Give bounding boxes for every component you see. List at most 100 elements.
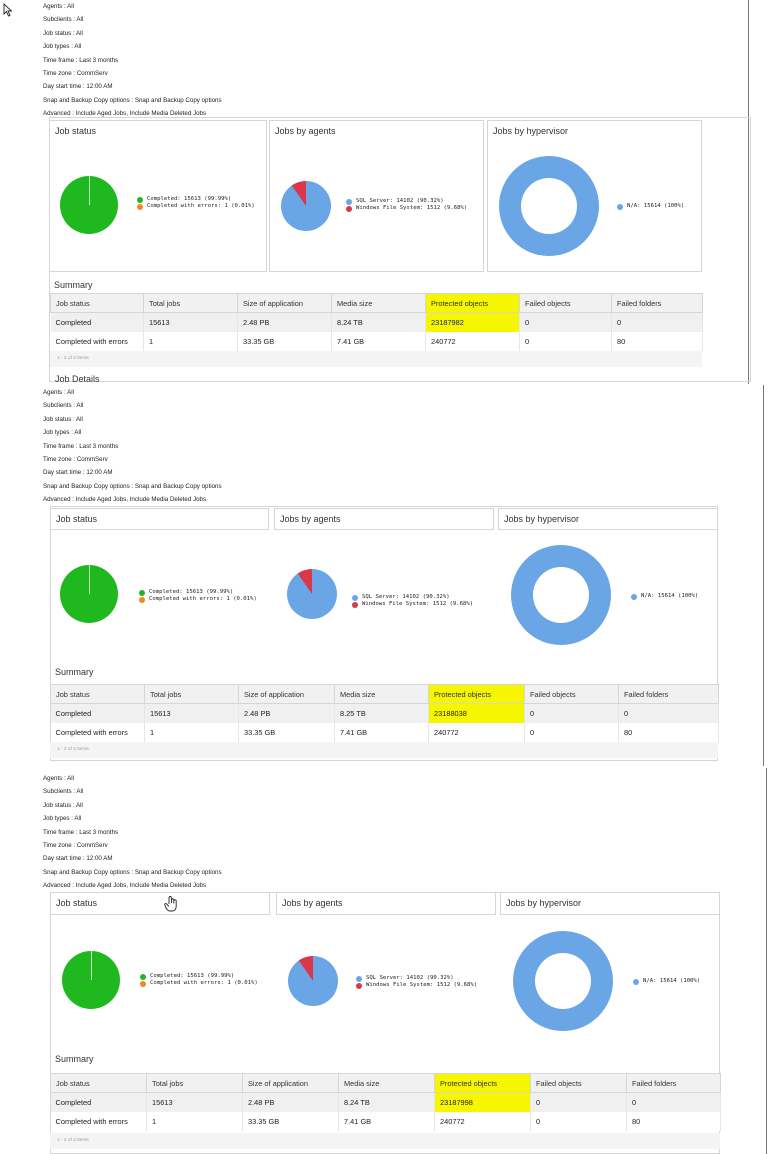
parameter-value: Snap and Backup Copy options: [134, 96, 222, 104]
column-header[interactable]: Media size: [334, 684, 429, 704]
legend-entry[interactable]: Completed: 15613 (99.99%): [139, 589, 257, 596]
legend-entry[interactable]: SQL Server: 14102 (90.32%): [356, 975, 477, 982]
panel-right-border: [763, 385, 764, 766]
table-row[interactable]: Completed with errors 1 33.35 GB 7.41 GB 240…: [50, 1111, 721, 1131]
table-cell: 0: [524, 703, 619, 723]
legend-color-dot: [352, 601, 358, 608]
report-parameters: Agents : All Subclients : All Job status :…: [43, 386, 222, 507]
legend-entry[interactable]: N/A: 15614 (100%): [631, 593, 698, 600]
column-header[interactable]: Failed objects: [530, 1073, 627, 1093]
column-header[interactable]: Failed folders: [611, 293, 703, 313]
parameter-label: Time zone: [43, 842, 72, 850]
column-header[interactable]: Total jobs: [143, 293, 238, 313]
job-status-legend: Completed: 15613 (99.99%) Completed with …: [139, 589, 257, 603]
parameter-line: Advanced : Include Aged Jobs, Include Me…: [43, 107, 222, 120]
table-row[interactable]: Completed with errors 1 33.35 GB 7.41 GB 240…: [50, 331, 703, 351]
parameter-value: Snap and Backup Copy options: [134, 482, 222, 490]
column-header[interactable]: Size of application: [238, 684, 335, 704]
parameter-label: Time frame: [43, 56, 75, 64]
parameter-line: Subclients : All: [43, 13, 222, 26]
table-cell: 33.35 GB: [237, 331, 332, 351]
parameter-value: 12:00 AM: [86, 855, 113, 863]
parameter-label: Day start time: [43, 83, 82, 91]
parameter-value: All: [67, 3, 74, 10]
table-row[interactable]: Completed 15613 2.48 PB 8.24 TB 23187982 0 0: [50, 312, 703, 332]
legend-entry[interactable]: Windows File System: 1512 (9.68%): [356, 982, 477, 989]
legend-entry[interactable]: SQL Server: 14102 (90.32%): [352, 594, 473, 601]
column-header[interactable]: Protected objects: [434, 1073, 531, 1093]
donut-center: [521, 178, 577, 234]
column-header[interactable]: Failed objects: [524, 684, 619, 704]
parameter-label: Time zone: [43, 70, 72, 78]
table-cell: Completed with errors: [50, 331, 144, 351]
legend-color-dot: [631, 593, 637, 600]
column-header[interactable]: Media size: [338, 1073, 435, 1093]
legend-entry[interactable]: N/A: 15614 (100%): [633, 978, 700, 985]
parameter-value: All: [74, 429, 82, 437]
legend-color-dot: [617, 203, 623, 210]
column-header[interactable]: Total jobs: [146, 1073, 243, 1093]
parameter-value: Include Aged Jobs, Include Media Deleted…: [75, 882, 207, 890]
parameter-line: Time frame : Last 3 months: [43, 440, 222, 453]
legend-entry[interactable]: Windows File System: 1512 (9.68%): [352, 601, 473, 608]
table-cell: 0: [519, 331, 612, 351]
table-cell: Completed: [50, 703, 145, 723]
report-frame: [50, 506, 718, 761]
jobs-by-agents-chart-title: Jobs by agents: [275, 126, 336, 136]
table-row[interactable]: Completed 15613 2.48 PB 8.25 TB 23188038 0 0: [50, 703, 719, 723]
table-cell: 1: [144, 722, 239, 742]
column-header[interactable]: Total jobs: [144, 684, 239, 704]
jobs-by-agents-legend: SQL Server: 14102 (90.32%) Windows File S…: [346, 198, 467, 212]
parameter-value: All: [67, 389, 74, 396]
parameter-line: Job types : All: [43, 40, 222, 53]
parameter-value: All: [76, 402, 84, 410]
pie-slice-divider: [91, 951, 92, 980]
legend-entry[interactable]: Completed: 15613 (99.99%): [140, 973, 258, 980]
column-header[interactable]: Failed folders: [626, 1073, 721, 1093]
column-header[interactable]: Job status: [50, 293, 144, 313]
legend-entry[interactable]: N/A: 15614 (100%): [617, 203, 684, 210]
column-header[interactable]: Size of application: [237, 293, 332, 313]
parameter-label: Job status: [43, 29, 72, 37]
column-header[interactable]: Job status: [50, 684, 145, 704]
summary-table: Job status Total jobs Size of application M…: [50, 684, 719, 742]
column-header[interactable]: Job status: [50, 1073, 147, 1093]
column-header[interactable]: Failed objects: [519, 293, 612, 313]
legend-entry[interactable]: Completed with errors: 1 (0.01%): [140, 980, 258, 987]
column-header[interactable]: Protected objects: [425, 293, 520, 313]
legend-color-dot: [139, 589, 145, 596]
column-header[interactable]: Size of application: [242, 1073, 339, 1093]
legend-label: N/A: 15614 (100%): [641, 593, 699, 599]
legend-entry[interactable]: Completed with errors: 1 (0.01%): [137, 203, 255, 210]
column-header[interactable]: Failed folders: [618, 684, 719, 704]
table-row[interactable]: Completed with errors 1 33.35 GB 7.41 GB 240…: [50, 722, 719, 742]
summary-title: Summary: [54, 280, 93, 290]
legend-entry[interactable]: Completed with errors: 1 (0.01%): [139, 596, 257, 603]
legend-entry[interactable]: Windows File System: 1512 (9.68%): [346, 205, 467, 212]
table-cell: Completed: [50, 1092, 147, 1112]
parameter-line: Time zone : CommServ: [43, 453, 222, 466]
parameter-line: Job status : All: [43, 413, 222, 426]
chart-panel: Job status: [50, 508, 269, 530]
parameter-value: All: [74, 815, 82, 823]
summary-title: Summary: [55, 667, 94, 677]
table-row[interactable]: Completed 15613 2.48 PB 8.24 TB 23187998 0 0: [50, 1092, 721, 1112]
legend-entry[interactable]: Completed: 15613 (99.99%): [137, 196, 255, 203]
column-header[interactable]: Media size: [331, 293, 426, 313]
parameter-separator: :: [69, 815, 75, 823]
jobs-by-hypervisor-chart-title: Jobs by hypervisor: [504, 514, 580, 524]
parameter-separator: :: [129, 868, 135, 876]
table-header-row: Job status Total jobs Size of application M…: [50, 684, 719, 704]
legend-entry[interactable]: SQL Server: 14102 (90.32%): [346, 198, 467, 205]
parameter-line: Advanced : Include Aged Jobs, Include Me…: [43, 879, 222, 892]
column-header[interactable]: Protected objects: [428, 684, 525, 704]
table-cell: 15613: [144, 703, 239, 723]
panel-right-border: [766, 768, 767, 1154]
table-cell: 1: [146, 1111, 243, 1131]
legend-label: N/A: 15614 (100%): [643, 978, 701, 984]
legend-color-dot: [356, 975, 362, 982]
legend-label: Windows File System: 1512 (9.68%): [362, 601, 474, 607]
legend-label: Windows File System: 1512 (9.68%): [356, 205, 468, 211]
legend-label: Completed: 15613 (99.99%): [147, 196, 232, 202]
parameter-label: Snap and Backup Copy options: [43, 868, 130, 876]
